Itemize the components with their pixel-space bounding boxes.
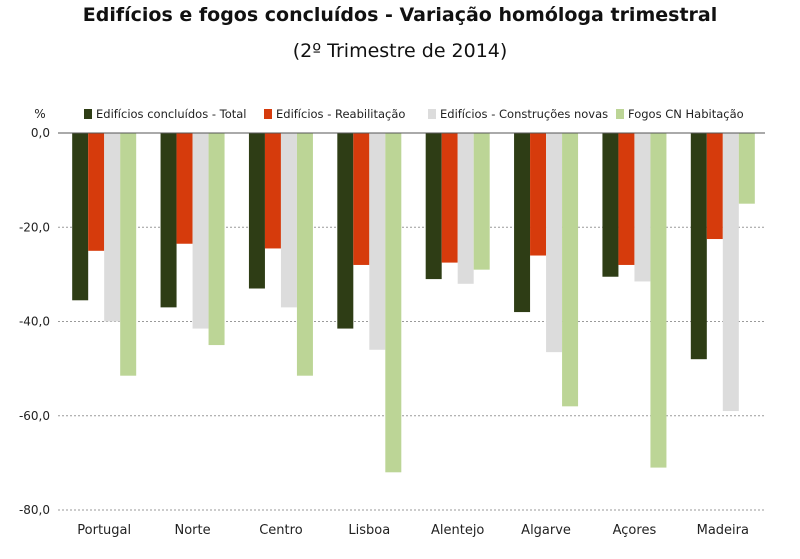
bar-2-centro bbox=[264, 133, 281, 249]
bar-3-alentejo bbox=[457, 133, 474, 284]
bar-3-centro bbox=[280, 133, 297, 308]
bar-3-madeira bbox=[722, 133, 739, 412]
bar-1-algarve bbox=[514, 133, 531, 313]
x-tick-label: Açores bbox=[613, 523, 657, 538]
bar-3-norte bbox=[192, 133, 209, 329]
x-tick-label: Alentejo bbox=[431, 523, 484, 538]
bar-4-alentejo bbox=[473, 133, 490, 270]
x-tick-label: Lisboa bbox=[348, 523, 390, 538]
x-tick-label: Madeira bbox=[697, 523, 749, 538]
bar-2-algarve bbox=[530, 133, 547, 256]
bar-2-lisboa bbox=[353, 133, 370, 265]
bar-4-algarve bbox=[562, 133, 579, 407]
legend-label: Fogos CN Habitação bbox=[628, 107, 744, 121]
y-tick-label: -20,0 bbox=[19, 220, 50, 234]
bar-1-madeira bbox=[690, 133, 707, 360]
bar-3-lisboa bbox=[369, 133, 386, 350]
bar-1-norte bbox=[160, 133, 177, 308]
bar-2-norte bbox=[176, 133, 193, 244]
bar-1-lisboa bbox=[337, 133, 354, 329]
bar-4-centro bbox=[296, 133, 313, 376]
bar-2-madeira bbox=[706, 133, 723, 240]
legend-swatch bbox=[84, 109, 92, 119]
legend-swatch bbox=[264, 109, 272, 119]
y-tick-label: -40,0 bbox=[19, 315, 50, 329]
bar-4-açores bbox=[650, 133, 667, 468]
x-tick-label: Norte bbox=[175, 523, 211, 538]
bar-3-açores bbox=[634, 133, 651, 282]
bar-2-alentejo bbox=[441, 133, 458, 263]
x-tick-label: Portugal bbox=[77, 523, 131, 538]
y-tick-label: -60,0 bbox=[19, 409, 50, 423]
legend-label: Edifícios concluídos - Total bbox=[96, 107, 247, 121]
bar-4-norte bbox=[208, 133, 225, 346]
legend-label: Edifícios - Reabilitação bbox=[276, 107, 405, 121]
legend-swatch bbox=[616, 109, 624, 119]
bar-2-portugal bbox=[88, 133, 105, 251]
bar-3-algarve bbox=[546, 133, 563, 353]
y-tick-label: -80,0 bbox=[19, 503, 50, 517]
bar-4-madeira bbox=[738, 133, 755, 204]
bar-4-lisboa bbox=[385, 133, 402, 473]
bar-1-centro bbox=[248, 133, 265, 289]
y-axis-label: % bbox=[34, 107, 45, 121]
chart-subtitle: (2º Trimestre de 2014) bbox=[292, 40, 508, 62]
bar-2-açores bbox=[618, 133, 635, 265]
chart-title: Edifícios e fogos concluídos - Variação … bbox=[82, 4, 718, 26]
x-tick-label: Algarve bbox=[521, 523, 571, 538]
bar-4-portugal bbox=[120, 133, 137, 376]
y-tick-label: 0,0 bbox=[31, 126, 50, 140]
x-tick-label: Centro bbox=[259, 523, 302, 538]
legend-label: Edifícios - Construções novas bbox=[440, 107, 608, 121]
bar-1-portugal bbox=[72, 133, 89, 301]
bar-3-portugal bbox=[104, 133, 121, 322]
legend-swatch bbox=[428, 109, 436, 119]
bar-1-alentejo bbox=[425, 133, 442, 280]
bar-1-açores bbox=[602, 133, 619, 277]
